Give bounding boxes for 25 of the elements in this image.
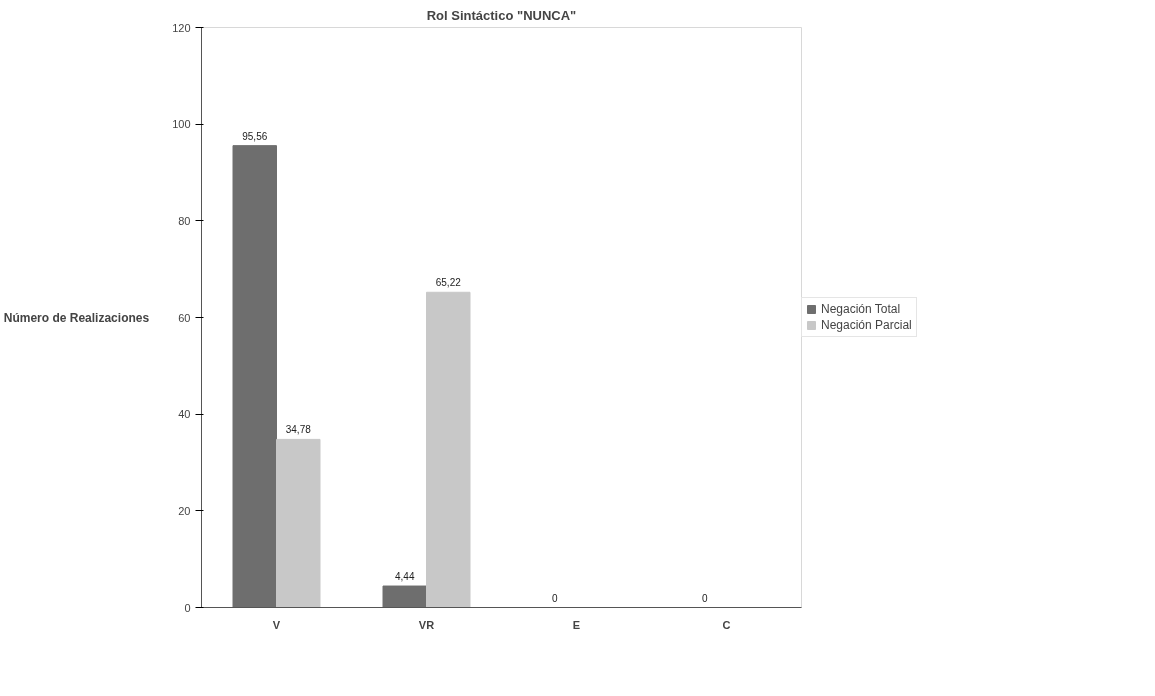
bar [382,585,427,608]
y-tick-label: 20 [178,504,191,517]
legend-label: Negación Total [821,302,901,316]
data-label: 0 [551,592,558,604]
y-tick-label: 100 [172,118,191,131]
x-tick-label: C [722,618,731,631]
bar [276,438,321,608]
bar [426,291,471,608]
legend-label: Negación Parcial [821,318,912,332]
x-tick-label: V [272,618,281,631]
y-tick-label: 120 [172,21,191,34]
chart-title: Rol Sintáctico "NUNCA" [426,7,577,23]
data-label: 34,78 [285,424,312,436]
x-tick-label: E [572,618,581,631]
y-tick-label: 60 [178,311,191,324]
bar [232,145,277,608]
data-label: 4,44 [395,571,415,583]
data-label: 95,56 [242,130,268,142]
y-tick-label: 40 [178,408,191,421]
x-tick-label: VR [418,618,435,631]
y-tick-label: 80 [178,214,191,227]
y-axis-title: Número de Realizaciones [3,310,150,325]
data-label: 0 [701,592,708,604]
y-tick-label: 0 [184,601,191,614]
data-label: 65,22 [435,277,462,289]
